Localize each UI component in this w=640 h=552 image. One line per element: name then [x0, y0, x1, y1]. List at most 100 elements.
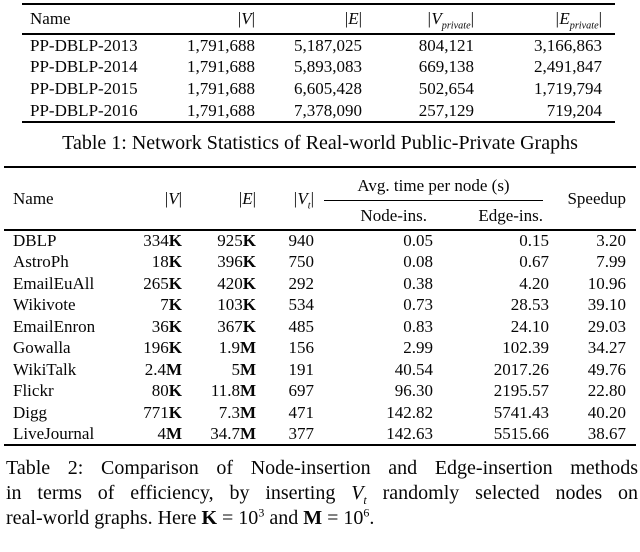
- math-e-symbol: E: [348, 9, 359, 28]
- value: 396: [217, 252, 243, 272]
- unit: K: [168, 381, 182, 401]
- cell-v: 334K: [134, 230, 182, 252]
- cell-edge-ins: 2195.57: [493, 381, 550, 401]
- cell-node-ins: 0.83: [403, 316, 433, 336]
- cell-v: 1,791,688: [187, 57, 255, 76]
- cell-edge-ins: 24.10: [510, 316, 550, 336]
- cell-v: 80K: [134, 381, 182, 403]
- table-row: Flickr 80K 11.8M 697 96.30 2195.57 22.80: [4, 381, 636, 403]
- t1-col-header-v: |V|: [155, 3, 255, 35]
- caption-text: in terms of efficiency, by inserting: [6, 482, 352, 504]
- caption-text: = 10: [217, 507, 259, 529]
- value: 5: [231, 359, 240, 379]
- cell-v: 1,791,688: [187, 35, 255, 55]
- cell-speedup: 34.27: [587, 338, 627, 358]
- cell-v: 7K: [134, 295, 182, 317]
- unit: K: [242, 252, 256, 272]
- table-row: EmailEnron 36K 367K 485 0.83 24.10 29.03: [4, 316, 636, 338]
- caption-text: real-world graphs. Here: [6, 507, 202, 529]
- cell-speedup: 29.03: [587, 316, 627, 336]
- cell-e: 396K: [182, 252, 256, 274]
- value: 4: [157, 423, 166, 443]
- math-exponent: 6: [363, 505, 370, 520]
- cell-e: 6,605,428: [294, 79, 362, 98]
- unit: K: [242, 273, 256, 293]
- cell-vt: 940: [288, 231, 315, 251]
- cell-name: AstroPh: [13, 252, 69, 272]
- caption-text: = 10: [322, 507, 364, 529]
- value: 11.8: [210, 381, 240, 401]
- cell-v: 4M: [134, 423, 182, 446]
- cell-e: 925K: [182, 230, 256, 252]
- math-v-symbol: V: [351, 482, 364, 504]
- math-subscript: t: [307, 199, 311, 211]
- cell-node-ins: 0.38: [403, 273, 433, 293]
- table-row: Gowalla 196K 1.9M 156 2.99 102.39 34.27: [4, 338, 636, 360]
- cell-v: 771K: [134, 402, 182, 424]
- cell-name: DBLP: [13, 231, 57, 251]
- value: 196: [143, 338, 169, 358]
- value: 771: [143, 402, 169, 422]
- cell-e: 7.3M: [182, 402, 256, 424]
- cell-vt: 697: [288, 381, 315, 401]
- cell-vt: 485: [288, 316, 315, 336]
- cell-speedup: 7.99: [596, 252, 627, 272]
- cell-node-ins: 2.99: [403, 338, 433, 358]
- unit: K: [168, 316, 182, 336]
- table2-body: DBLP 334K 925K 940 0.05 0.15 3.20 AstroP…: [4, 230, 637, 446]
- table2-caption: Table 2: Comparison of Node-insertion an…: [6, 456, 638, 531]
- math-v-symbol: V: [241, 9, 252, 28]
- table-row: EmailEuAll 265K 420K 292 0.38 4.20 10.96: [4, 273, 636, 295]
- cell-name: PP-DBLP-2014: [30, 57, 138, 76]
- math-bar: |: [238, 188, 243, 208]
- cell-vt: 750: [288, 252, 315, 272]
- caption-text: randomly selected nodes on: [366, 482, 638, 504]
- math-k-symbol: K: [201, 507, 218, 529]
- table1-caption: Table 1: Network Statistics of Real-worl…: [62, 132, 578, 154]
- cell-e: 34.7M: [182, 423, 256, 446]
- math-e-symbol: E: [242, 188, 253, 208]
- network-statistics-table: Name |V| |E| |Vprivate| |Eprivate| PP-DB…: [22, 3, 615, 123]
- cell-node-ins: 0.73: [403, 295, 433, 315]
- cell-name: PP-DBLP-2015: [30, 79, 138, 98]
- table2-header: Name |V| |E| |Vt| Avg. time per node (s)…: [4, 166, 637, 231]
- cell-name: PP-DBLP-2013: [30, 35, 138, 55]
- math-e-symbol: |E: [554, 9, 570, 28]
- cell-node-ins: 0.05: [403, 231, 433, 251]
- cell-v: 36K: [134, 316, 182, 338]
- cell-e-private: 1,719,794: [534, 79, 602, 98]
- cell-speedup: 49.76: [587, 359, 627, 379]
- cell-v: 196K: [134, 338, 182, 360]
- cell-v: 2.4M: [134, 359, 182, 381]
- value: 7: [160, 295, 169, 315]
- t2-col-header-e: |E|: [182, 166, 256, 231]
- t2-col-header-speedup: Speedup: [549, 166, 637, 231]
- caption-line: in terms of efficiency, by inserting Vt …: [6, 481, 638, 506]
- t2-col-header-v: |V|: [134, 166, 182, 231]
- table-row: PP-DBLP-2014 1,791,688 5,893,083 669,138…: [22, 56, 615, 78]
- table2-header-row-2: Node-ins. Edge-ins.: [4, 203, 636, 231]
- unit: M: [165, 359, 182, 379]
- unit: M: [239, 402, 256, 422]
- cell-vt: 377: [256, 423, 314, 446]
- cell-edge-ins: 28.53: [510, 295, 550, 315]
- caption-line: Table 2: Comparison of Node-insertion an…: [6, 456, 638, 481]
- t2-col-header-name: Name: [4, 166, 134, 231]
- cell-e: 103K: [182, 295, 256, 317]
- t2-col-header-vt: |Vt|: [256, 166, 314, 231]
- cell-node-ins: 40.54: [394, 359, 433, 379]
- cell-v-private: 257,129: [362, 100, 474, 123]
- cell-e: 5,893,083: [294, 57, 362, 76]
- unit: K: [242, 231, 256, 251]
- cell-e-private: 2,491,847: [534, 57, 602, 76]
- math-bar: |: [344, 9, 349, 28]
- cell-v: 265K: [134, 273, 182, 295]
- table-row: Wikivote 7K 103K 534 0.73 28.53 39.10: [4, 295, 636, 317]
- math-bar: |: [252, 188, 256, 208]
- unit: M: [239, 338, 256, 358]
- cell-edge-ins: 4.20: [519, 273, 550, 293]
- unit: K: [242, 295, 256, 315]
- math-subscript: private: [441, 20, 471, 32]
- avg-time-group-label: Avg. time per node (s): [324, 176, 544, 201]
- table-row: PP-DBLP-2013 1,791,688 5,187,025 804,121…: [22, 34, 615, 56]
